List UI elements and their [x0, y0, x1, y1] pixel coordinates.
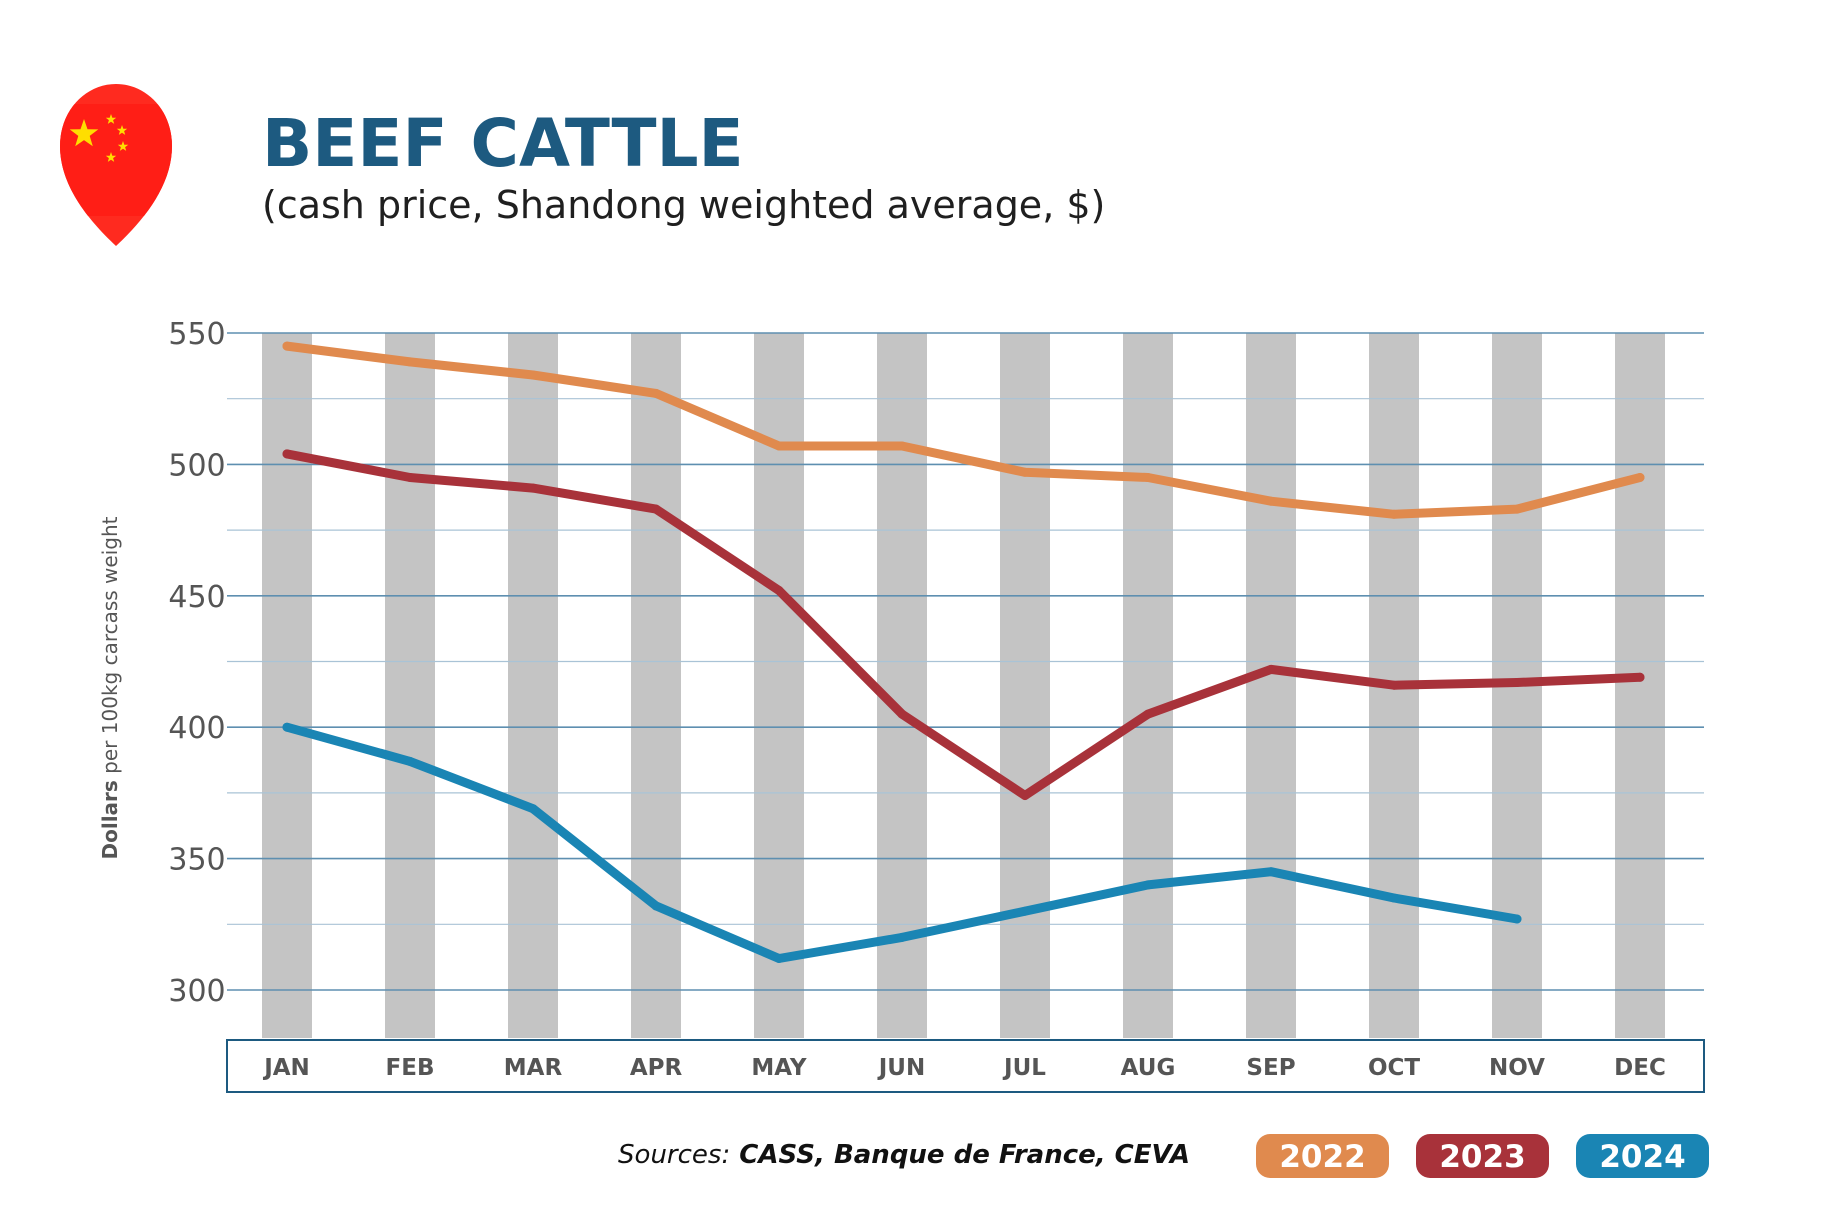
point-2024-may	[774, 954, 784, 963]
flag-big-star	[69, 119, 99, 147]
x-tick-may: MAY	[751, 1055, 806, 1081]
series-2024	[282, 722, 1522, 963]
point-2023-feb	[405, 473, 415, 482]
legend-item-2024: 2024	[1576, 1134, 1709, 1178]
legend-item-2022: 2022	[1256, 1134, 1389, 1178]
point-2022-apr	[651, 388, 661, 398]
point-2024-jun	[897, 932, 907, 942]
point-2022-jul	[1020, 467, 1030, 477]
x-tick-apr: APR	[630, 1055, 683, 1081]
china-flag-map-pin-icon	[60, 84, 172, 246]
sources-label: Sources:	[618, 1140, 730, 1170]
point-2024-jan	[282, 722, 292, 732]
legend-swatch-2023	[1416, 1134, 1549, 1178]
point-2024-mar	[528, 804, 538, 814]
x-tick-jul: JUL	[1002, 1055, 1046, 1081]
x-tick-oct: OCT	[1368, 1055, 1420, 1081]
x-axis-box	[226, 1039, 1705, 1093]
y-tick-labels: 300 350 400 450 500 550	[168, 317, 225, 1009]
x-tick-labels: JAN FEB MAR APR MAY JUN JUL AUG SEP OCT NOV DEC	[262, 1055, 1666, 1081]
legend-item-2023: 2023	[1416, 1134, 1549, 1178]
month-band-apr	[631, 333, 681, 1038]
series-2022	[282, 341, 1645, 519]
month-band-dec	[1615, 333, 1665, 1038]
series-line-2022	[282, 341, 1645, 519]
y-axis-label: Dollars per 100kg carcass weight	[98, 516, 122, 859]
y-tick-500: 500	[168, 448, 225, 483]
point-2022-sep	[1266, 496, 1276, 506]
month-band-aug	[1123, 333, 1173, 1038]
point-2022-oct	[1389, 509, 1399, 519]
y-tick-550: 550	[168, 317, 225, 352]
point-2023-jun	[897, 709, 907, 719]
chart-title: BEEF CATTLE	[262, 105, 744, 182]
x-tick-aug: AUG	[1121, 1055, 1176, 1081]
point-2022-dec	[1635, 473, 1645, 482]
series-2023	[282, 449, 1645, 800]
point-2024-nov	[1512, 914, 1522, 924]
month-band-mar	[508, 333, 558, 1038]
x-tick-nov: NOV	[1489, 1055, 1545, 1081]
y-tick-400: 400	[168, 711, 225, 746]
point-2022-mar	[528, 370, 538, 380]
x-tick-jun: JUN	[877, 1055, 925, 1081]
point-2024-apr	[651, 901, 661, 911]
point-2022-feb	[405, 357, 415, 367]
point-2023-jul	[1020, 791, 1030, 800]
month-band-jan	[262, 333, 312, 1038]
y-tick-300: 300	[168, 974, 225, 1009]
x-tick-sep: SEP	[1246, 1055, 1295, 1081]
point-2023-jan	[282, 449, 292, 459]
month-band-jul	[1000, 333, 1050, 1038]
y-axis-label-bold: Dollars	[98, 780, 122, 859]
point-2022-nov	[1512, 504, 1522, 514]
y-tick-350: 350	[168, 843, 225, 878]
month-bands	[262, 333, 1665, 1038]
point-2024-aug	[1143, 880, 1153, 890]
point-2024-sep	[1266, 867, 1276, 877]
x-tick-feb: FEB	[386, 1055, 435, 1081]
month-band-sep	[1246, 333, 1296, 1038]
point-2023-aug	[1143, 709, 1153, 719]
point-2023-mar	[528, 483, 538, 493]
y-tick-450: 450	[168, 580, 225, 615]
point-2023-dec	[1635, 672, 1645, 682]
point-2024-feb	[405, 756, 415, 766]
legend-swatch-2022	[1256, 1134, 1389, 1178]
point-2022-may	[774, 441, 784, 451]
point-2022-jun	[897, 441, 907, 451]
month-band-feb	[385, 333, 435, 1038]
series-line-2023	[282, 449, 1645, 800]
x-tick-mar: MAR	[504, 1055, 563, 1081]
point-2022-jan	[282, 341, 292, 351]
point-2022-aug	[1143, 473, 1153, 482]
point-2024-jul	[1020, 906, 1030, 916]
chart-subtitle: (cash price, Shandong weighted average, …	[262, 183, 1105, 227]
x-tick-dec: DEC	[1614, 1055, 1666, 1081]
gridlines	[227, 332, 1704, 991]
legend-swatch-2024	[1576, 1134, 1709, 1178]
point-2024-oct	[1389, 893, 1399, 903]
point-2023-oct	[1389, 680, 1399, 690]
point-2023-sep	[1266, 664, 1276, 674]
y-axis-label-rest: per 100kg carcass weight	[98, 516, 122, 780]
legend-label-2022: 2022	[1279, 1139, 1365, 1175]
legend-label-2023: 2023	[1439, 1139, 1525, 1175]
point-2023-nov	[1512, 678, 1522, 687]
x-tick-jan: JAN	[262, 1055, 310, 1081]
point-2023-apr	[651, 504, 661, 514]
legend: 2022 2023 2024	[1256, 1134, 1709, 1178]
legend-label-2024: 2024	[1599, 1139, 1685, 1175]
sources-note: Sources: CASS, Banque de France, CEVA	[618, 1140, 1190, 1170]
point-2023-may	[774, 586, 784, 595]
sources-value: CASS, Banque de France, CEVA	[730, 1140, 1190, 1170]
series-lines	[282, 341, 1645, 963]
